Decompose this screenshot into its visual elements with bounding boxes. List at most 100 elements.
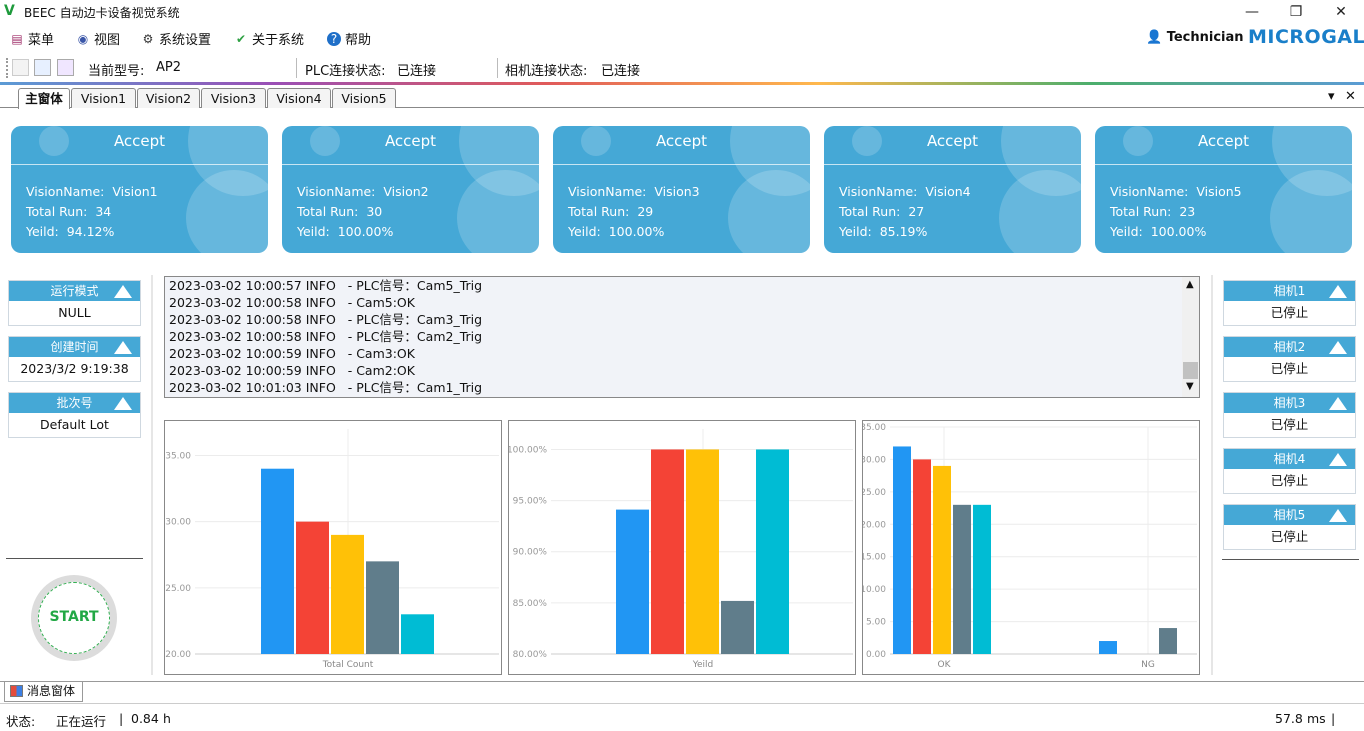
bar [933,465,951,654]
scroll-thumb[interactable] [1183,362,1198,379]
y-tick-label: 30.00 [165,518,191,528]
start-button[interactable]: START [31,575,117,661]
card-field: Total Run: [26,204,88,219]
camera-panel-title: 相机1 [1273,284,1306,298]
log-line: 2023-03-02 10:01:03 INFO - PLC信号：Cam1_Tr… [169,380,483,395]
y-tick-label: 25.00 [165,584,191,594]
tab-vision5[interactable]: Vision5 [332,88,396,108]
bar [1099,641,1117,654]
y-tick-label: 100.00% [509,445,547,455]
status-bar: 状态: 正在运行 | 0.84 h 57.8 ms | [0,705,1364,731]
collapse-icon[interactable] [114,397,132,410]
tab-vision4[interactable]: Vision4 [267,88,331,108]
message-window-label: 消息窗体 [27,684,76,698]
collapse-icon[interactable] [1329,285,1347,298]
card-vision-name: VisionName: Vision1 [26,184,158,199]
card-field: 100.00% [337,224,394,239]
left-splitter[interactable] [151,275,153,675]
plc-status-value: 已连接 [397,64,437,79]
tab-vision1[interactable]: Vision1 [71,88,136,108]
title-bar: V BEEC 自动边卡设备视觉系统 — ❐ ✕ [0,0,1364,24]
card-field: VisionName: [568,184,647,199]
collapse-icon[interactable] [114,285,132,298]
menu-view[interactable]: ◉ 视图 [76,29,121,49]
bar [401,614,434,654]
right-splitter[interactable] [1211,275,1213,675]
y-tick-label: 15.00 [863,553,886,563]
bar [913,459,931,654]
info-panel: 批次号 Default Lot [8,392,141,438]
collapse-icon[interactable] [1329,341,1347,354]
collapse-icon[interactable] [1329,453,1347,466]
tab-close-icon[interactable]: ✕ [1345,89,1356,104]
card-field: 100.00% [608,224,665,239]
tab-strip: 主窗体 Vision1 Vision2 Vision3 Vision4 Visi… [0,88,1364,109]
camera-panel-title: 相机3 [1273,396,1306,410]
info-panel-title: 批次号 [56,396,93,410]
info-panel-header[interactable]: 运行模式 [9,281,140,301]
brand-logo: MICROGAL [1248,26,1364,48]
bar [616,509,649,654]
info-panel: 运行模式 NULL [8,280,141,326]
menu-main-label: 菜单 [28,33,55,48]
y-tick-label: 20.00 [165,650,191,660]
camera-panel-header[interactable]: 相机3 [1224,393,1355,413]
collapse-icon[interactable] [1329,397,1347,410]
info-panel-header[interactable]: 批次号 [9,393,140,413]
user-badge[interactable]: 👤 Technician [1146,30,1244,45]
right-divider [1222,559,1359,560]
card-vision-name: VisionName: Vision5 [1110,184,1242,199]
menu-help[interactable]: ? 帮助 [327,29,371,48]
collapse-icon[interactable] [1329,509,1347,522]
camera-panel-header[interactable]: 相机2 [1224,337,1355,357]
camera-panel-title: 相机2 [1273,340,1306,354]
scroll-down-icon[interactable]: ▼ [1186,381,1194,392]
card-field: Vision1 [112,184,158,199]
edit-icon[interactable] [34,59,51,76]
list-icon[interactable] [12,59,29,76]
camera-panel-header[interactable]: 相机4 [1224,449,1355,469]
camera-panel-title: 相机5 [1273,508,1306,522]
minimize-button[interactable]: — [1245,4,1259,20]
card-divider [553,164,810,165]
menu-main[interactable]: ▤ 菜单 [10,29,55,49]
menu-settings[interactable]: ⚙ 系统设置 [141,29,211,49]
menu-view-label: 视图 [94,33,121,48]
message-window-tab[interactable]: 消息窗体 [4,682,83,702]
card-total-run: Total Run: 30 [297,204,382,219]
vision-summary-card: Accept VisionName: Vision2 Total Run: 30… [282,126,539,253]
card-decoration [999,170,1081,253]
info-panel-header[interactable]: 创建时间 [9,337,140,357]
tab-vision3[interactable]: Vision3 [201,88,266,108]
card-field: Yeild: [26,224,59,239]
tab-dropdown-icon[interactable]: ▾ [1328,89,1335,104]
info-panel-title: 创建时间 [50,340,99,354]
chart-yield: 80.00% 85.00% 90.00% 95.00% 100.00% Yeild [508,420,856,675]
chart-total-count: 20.00 25.00 30.00 35.00 Total Count [164,420,502,675]
log-line: 2023-03-02 10:00:58 INFO - PLC信号：Cam2_Tr… [169,329,483,344]
x-tick-label: OK [938,660,952,670]
tab-main[interactable]: 主窗体 [18,88,70,109]
collapse-icon[interactable] [114,341,132,354]
tab-vision2[interactable]: Vision2 [137,88,200,108]
help-icon: ? [327,31,341,46]
log-scrollbar[interactable]: ▲ ▼ [1182,277,1199,397]
log-view[interactable]: 2023-03-02 10:00:57 INFO - PLC信号：Cam5_Tr… [164,276,1200,398]
close-window-button[interactable]: ✕ [1335,4,1347,20]
card-field: 94.12% [66,224,115,239]
toolbar-separator [296,58,297,78]
card-vision-name: VisionName: Vision4 [839,184,971,199]
plc-status-label: PLC连接状态: [305,64,386,79]
x-tick-label: NG [1141,660,1155,670]
camera-panel-header[interactable]: 相机1 [1224,281,1355,301]
card-field: 29 [637,204,654,219]
camera-panel-header[interactable]: 相机5 [1224,505,1355,525]
info-panel-value: 2023/3/2 9:19:38 [20,361,129,376]
search-icon[interactable] [57,59,74,76]
menu-about[interactable]: ✔ 关于系统 [234,29,304,49]
card-field: 100.00% [1150,224,1207,239]
restore-button[interactable]: ❐ [1289,4,1303,20]
camera-panel: 相机5 已停止 [1223,504,1356,550]
vision-summary-card: Accept VisionName: Vision5 Total Run: 23… [1095,126,1352,253]
scroll-up-icon[interactable]: ▲ [1186,279,1194,290]
